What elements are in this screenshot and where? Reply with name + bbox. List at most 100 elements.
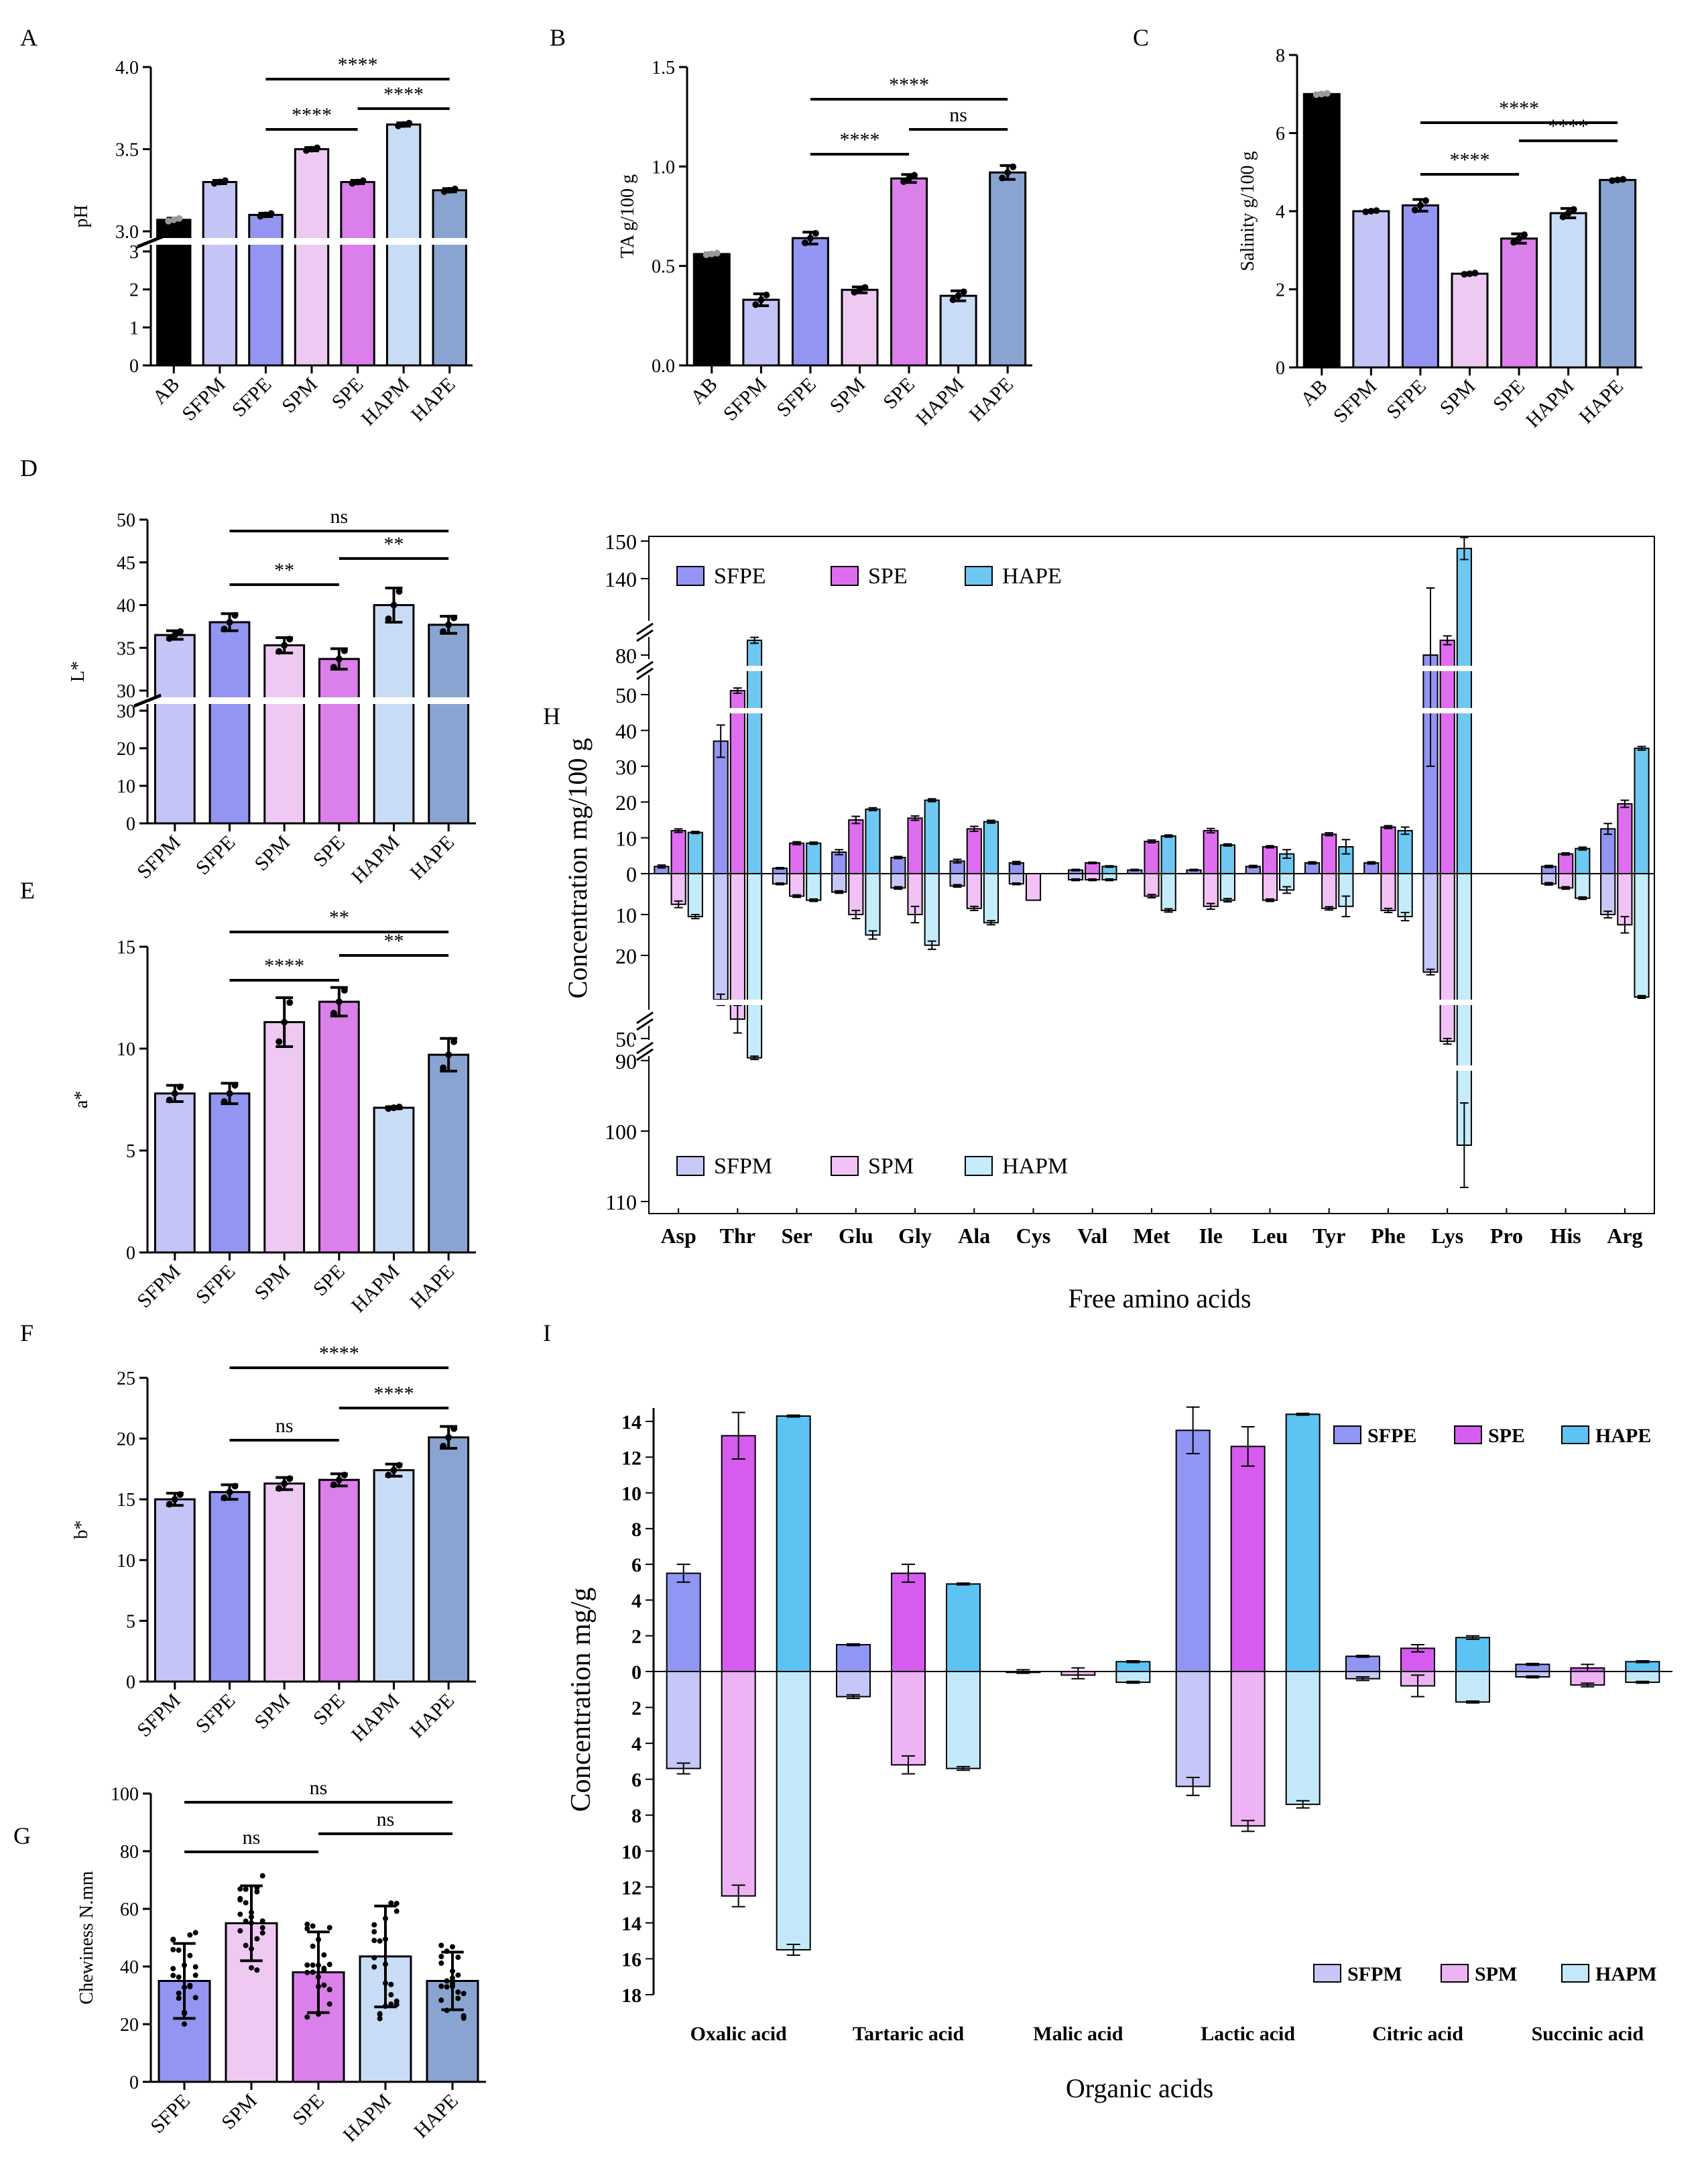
bar-spe-ala	[966, 828, 982, 874]
x-tick-label: SFPE	[192, 1261, 240, 1309]
replicate-dot	[1010, 163, 1017, 170]
x-tick-label: SPE	[1489, 375, 1529, 416]
bar-hape-thr	[746, 640, 763, 874]
bar-sfpm-3	[1175, 1671, 1211, 1787]
replicate-dot	[243, 1918, 249, 1924]
bar-hapm-1	[946, 1671, 981, 1769]
replicate-dot	[1362, 208, 1369, 215]
replicate-dot	[371, 1954, 377, 1960]
bar-spm	[263, 1020, 306, 1254]
bar-hapm-arg	[1634, 873, 1650, 998]
y-tick-label: 50	[117, 510, 135, 531]
axis-break-band	[650, 1065, 1653, 1071]
legend-swatch-hape	[965, 566, 993, 586]
bar-spe-his	[1558, 853, 1574, 875]
replicate-dot	[388, 2001, 394, 2007]
replicate-dot	[341, 647, 348, 654]
bar-hape-0	[776, 1415, 811, 1672]
replicate-dot	[166, 1501, 173, 1508]
replicate-dot	[1367, 208, 1375, 215]
replicate-dot	[267, 210, 275, 217]
significance-label: ****	[1548, 115, 1589, 137]
replicate-dot	[450, 1981, 455, 1987]
bar-spe-thr	[729, 690, 745, 874]
x-tick-label: SPE	[288, 2090, 328, 2130]
bar-spm-cys	[1025, 873, 1042, 901]
replicate-dot	[170, 1936, 176, 1942]
replicate-dot	[176, 1995, 182, 2001]
y-tick-label: 20	[615, 944, 637, 968]
replicate-dot	[390, 601, 398, 609]
bar-spe-lower	[340, 242, 375, 367]
bar-hapm	[373, 1106, 415, 1254]
bar-spe-glu	[848, 819, 864, 875]
x-tick-label: HAPM	[347, 1261, 404, 1317]
replicate-dot	[176, 628, 184, 636]
replicate-dot	[444, 1948, 450, 1954]
replicate-dot	[321, 1952, 327, 1958]
replicate-dot	[450, 1425, 458, 1432]
replicate-dot	[393, 1998, 400, 2004]
bar-spm-thr	[729, 873, 745, 1020]
x-tick-label: SFPE	[192, 831, 240, 880]
y-tick-label: 4.0	[115, 58, 139, 78]
bar-hape-gly	[924, 799, 940, 875]
y-tick-label: 0.5	[652, 257, 675, 278]
replicate-dot	[377, 1938, 383, 1944]
axis-break-band	[141, 697, 483, 704]
y-tick-label: 15	[117, 937, 135, 958]
replicate-dot	[341, 1471, 348, 1478]
y-tick-label: 4	[1276, 202, 1285, 223]
replicate-dot	[1565, 209, 1572, 217]
replicate-dot	[310, 1943, 316, 1949]
replicate-dot	[1559, 213, 1567, 221]
x-tick-label: HAPM	[347, 831, 404, 888]
replicate-dot	[444, 1984, 450, 1990]
replicate-dot	[321, 1982, 327, 1988]
bar-hapm-his	[1575, 873, 1591, 899]
bar-hape-asp	[687, 831, 703, 874]
replicate-dot	[176, 1490, 184, 1498]
replicate-dot	[187, 1932, 193, 1938]
legend-label: SFPE	[714, 564, 766, 589]
bar-sfpe-upper	[208, 621, 251, 700]
x-tick-label: Asp	[660, 1224, 696, 1248]
replicate-dot	[281, 1018, 288, 1026]
replicate-dot	[249, 1946, 254, 1952]
replicate-dot	[949, 296, 957, 304]
x-tick-label: SPM	[217, 2090, 261, 2134]
bar-spm-tyr	[1321, 873, 1337, 909]
replicate-dot	[281, 642, 288, 649]
replicate-dot	[231, 1482, 239, 1490]
x-tick-label: SFPM	[133, 831, 185, 884]
replicate-dot	[385, 1105, 392, 1112]
replicate-dot	[330, 1481, 337, 1488]
replicate-dot	[316, 1974, 321, 1980]
replicate-dot	[335, 1476, 343, 1484]
replicate-dot	[445, 1051, 452, 1059]
replicate-dot	[393, 1908, 400, 1914]
x-tick-label: SPM	[826, 373, 870, 418]
replicate-dot	[243, 1899, 249, 1906]
replicate-dot	[226, 619, 233, 626]
y-tick-label: 0	[126, 1672, 135, 1693]
x-tick-label: SFPM	[133, 1261, 185, 1313]
bar-hape	[989, 171, 1027, 367]
replicate-dot	[390, 1104, 398, 1112]
y-axis-title: L*	[68, 661, 88, 682]
x-tick-label: Gly	[898, 1224, 932, 1248]
replicate-dot	[335, 998, 343, 1006]
replicate-dot	[851, 288, 858, 296]
significance-label: ****	[383, 83, 424, 105]
axis-break-mark	[636, 667, 654, 681]
bar-hapm-4	[1455, 1671, 1490, 1703]
y-tick-label: 40	[117, 596, 135, 617]
replicate-dot	[444, 1978, 450, 1984]
replicate-dot	[165, 217, 172, 225]
significance-label: ns	[243, 1826, 261, 1849]
significance-label: ****	[374, 1383, 414, 1405]
bar-sfpm-ser	[772, 873, 788, 885]
y-axis-title: pH	[71, 204, 92, 227]
bar-hape-ser	[806, 842, 822, 874]
